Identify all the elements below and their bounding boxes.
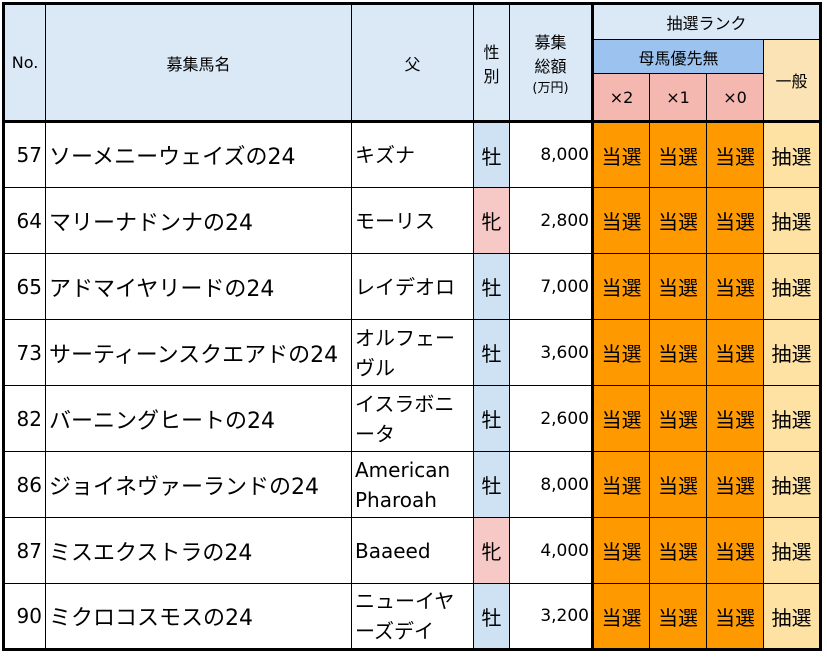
table-row: 87 ミスエクストラの24 Baaeed 牝 4,000 当選 当選 当選 抽選	[2, 517, 822, 584]
sex-cell: 牝	[473, 187, 510, 254]
rank-x2-cell: 当選	[591, 187, 650, 254]
sire-name: ニューイヤーズデイ	[351, 583, 474, 651]
rank-ippan-cell: 抽選	[763, 319, 822, 386]
sex-cell: 牡	[473, 120, 510, 188]
sex-cell: 牡	[473, 319, 510, 386]
sire-name: American Pharoah	[351, 451, 474, 518]
header-rank-title: 抽選ランク	[591, 2, 822, 40]
amount-cell: 2,800	[509, 187, 593, 254]
horse-name: バーニングヒートの24	[45, 385, 352, 452]
sire-name: キズナ	[351, 120, 474, 188]
rank-x1-cell: 当選	[649, 187, 707, 254]
horse-no: 64	[2, 187, 46, 254]
rank-x0-cell: 当選	[706, 517, 764, 584]
sex-cell: 牡	[473, 385, 510, 452]
rank-ippan-cell: 抽選	[763, 583, 822, 651]
horse-name: サーティーンスクエアドの24	[45, 319, 352, 386]
rank-x0-cell: 当選	[706, 583, 764, 651]
header-sex-line2: 別	[483, 66, 500, 86]
sire-name: オルフェーヴル	[351, 319, 474, 386]
amount-cell: 2,600	[509, 385, 593, 452]
header-amount-line2: 総額	[534, 57, 567, 76]
table-row: 82 バーニングヒートの24 イスラボニータ牡 2,600 当選 当選 当選 抽選	[2, 385, 822, 452]
header-rank-sub: 母馬優先無	[591, 39, 764, 74]
table-row: 90 ミクロコスモスの24 ニューイヤーズデイ牡 3,200 当選 当選 当選 抽選	[2, 583, 822, 651]
lottery-rank-table: No. 募集馬名 父 性 別 募集 総額 (万円) 抽選ランク 母馬優先無 一般…	[2, 2, 822, 651]
rank-x2-cell: 当選	[591, 583, 650, 651]
rank-x2-cell: 当選	[591, 319, 650, 386]
rank-x2-cell: 当選	[591, 517, 650, 584]
amount-cell: 3,600	[509, 319, 593, 386]
rank-x0-cell: 当選	[706, 120, 764, 188]
table-row: 73 サーティーンスクエアドの24 オルフェーヴル牡 3,600 当選 当選 当選 抽選	[2, 319, 822, 386]
horse-no: 73	[2, 319, 46, 386]
rank-x0-cell: 当選	[706, 385, 764, 452]
rank-ippan-cell: 抽選	[763, 451, 822, 518]
horse-name: ミスエクストラの24	[45, 517, 352, 584]
rank-x1-cell: 当選	[649, 583, 707, 651]
header-mult-x1: ×1	[649, 73, 707, 122]
table-row: 64 マリーナドンナの24 モーリス牝 2,800 当選 当選 当選 抽選	[2, 187, 822, 254]
rank-x1-cell: 当選	[649, 319, 707, 386]
horse-no: 86	[2, 451, 46, 518]
sex-cell: 牝	[473, 517, 510, 584]
horse-no: 87	[2, 517, 46, 584]
rank-ippan-cell: 抽選	[763, 187, 822, 254]
sire-name: モーリス	[351, 187, 474, 254]
header-mult-x0: ×0	[706, 73, 764, 122]
rank-ippan-cell: 抽選	[763, 517, 822, 584]
rank-x1-cell: 当選	[649, 120, 707, 188]
amount-cell: 3,200	[509, 583, 593, 651]
amount-cell: 4,000	[509, 517, 593, 584]
rank-x0-cell: 当選	[706, 187, 764, 254]
horse-name: マリーナドンナの24	[45, 187, 352, 254]
horse-name: ジョイネヴァーランドの24	[45, 451, 352, 518]
rank-x1-cell: 当選	[649, 385, 707, 452]
rank-ippan-cell: 抽選	[763, 120, 822, 188]
sire-name: レイデオロ	[351, 253, 474, 320]
header-no: No.	[2, 2, 46, 122]
sex-cell: 牡	[473, 451, 510, 518]
header-mult-x2: ×2	[591, 73, 650, 122]
sire-name: Baaeed	[351, 517, 474, 584]
amount-cell: 8,000	[509, 451, 593, 518]
header-ippan: 一般	[763, 39, 822, 122]
rank-x1-cell: 当選	[649, 517, 707, 584]
rank-x1-cell: 当選	[649, 451, 707, 518]
horse-no: 90	[2, 583, 46, 651]
horse-name: アドマイヤリードの24	[45, 253, 352, 320]
rank-x2-cell: 当選	[591, 253, 650, 320]
rank-x0-cell: 当選	[706, 319, 764, 386]
rank-ippan-cell: 抽選	[763, 385, 822, 452]
header-amount-line1: 募集	[534, 33, 567, 52]
rank-x1-cell: 当選	[649, 253, 707, 320]
rank-x2-cell: 当選	[591, 451, 650, 518]
horse-no: 65	[2, 253, 46, 320]
horse-no: 57	[2, 120, 46, 188]
header-sire: 父	[351, 2, 474, 122]
table-row: 65 アドマイヤリードの24 レイデオロ牡 7,000 当選 当選 当選 抽選	[2, 253, 822, 320]
header-amount: 募集 総額 (万円)	[509, 2, 593, 122]
sex-cell: 牡	[473, 583, 510, 651]
amount-cell: 8,000	[509, 120, 593, 188]
table-row: 57 ソーメニーウェイズの24 キズナ牡 8,000 当選 当選 当選 抽選	[2, 120, 822, 188]
rank-x2-cell: 当選	[591, 385, 650, 452]
rank-ippan-cell: 抽選	[763, 253, 822, 320]
header-sex-line1: 性	[483, 42, 500, 62]
rank-x2-cell: 当選	[591, 120, 650, 188]
sex-cell: 牡	[473, 253, 510, 320]
rank-x0-cell: 当選	[706, 451, 764, 518]
horse-name: ミクロコスモスの24	[45, 583, 352, 651]
sire-name: イスラボニータ	[351, 385, 474, 452]
horse-no: 82	[2, 385, 46, 452]
table-row: 86 ジョイネヴァーランドの24 American Pharoah 牡 8,000 当選当…	[2, 451, 822, 518]
header-horse-name: 募集馬名	[45, 2, 352, 122]
rank-x0-cell: 当選	[706, 253, 764, 320]
horse-name: ソーメニーウェイズの24	[45, 120, 352, 188]
header-sex: 性 別	[473, 2, 510, 122]
header-amount-unit: (万円)	[532, 81, 569, 96]
amount-cell: 7,000	[509, 253, 593, 320]
